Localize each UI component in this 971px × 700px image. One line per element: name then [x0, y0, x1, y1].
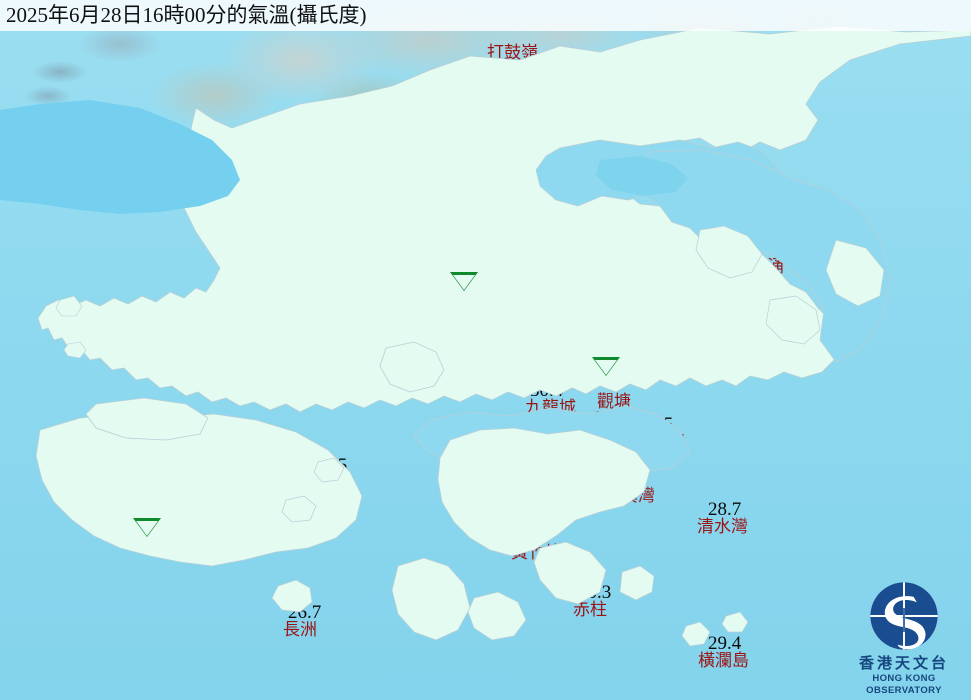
station-name-label: 橫瀾島 — [698, 651, 749, 670]
station-temperature-value: 29.4 — [708, 633, 742, 654]
station-name-label: 赤柱 — [573, 600, 607, 619]
hko-emblem-icon — [870, 582, 938, 650]
station-marker-triangle — [133, 518, 161, 537]
station-marker-triangle — [450, 272, 478, 291]
station-name-label: 觀塘 — [597, 392, 631, 411]
station-name-label: 長洲 — [283, 620, 317, 639]
station-marker-triangle — [592, 357, 620, 376]
hko-name-english: HONG KONG OBSERVATORY — [866, 673, 942, 696]
hko-name-chinese: 香港天文台 — [858, 656, 949, 672]
station-name-label: 打鼓嶺 — [487, 43, 538, 62]
map-title-bar: 2025年6月28日16時00分的氣溫(攝氏度) — [0, 0, 971, 31]
station-temperature-value: 28.7 — [708, 499, 742, 520]
hko-logo: 香港天文台 HONG KONG OBSERVATORY — [841, 576, 967, 698]
station-name-label: 清水灣 — [697, 517, 748, 536]
page-title: 2025年6月28日16時00分的氣溫(攝氏度) — [6, 3, 367, 27]
